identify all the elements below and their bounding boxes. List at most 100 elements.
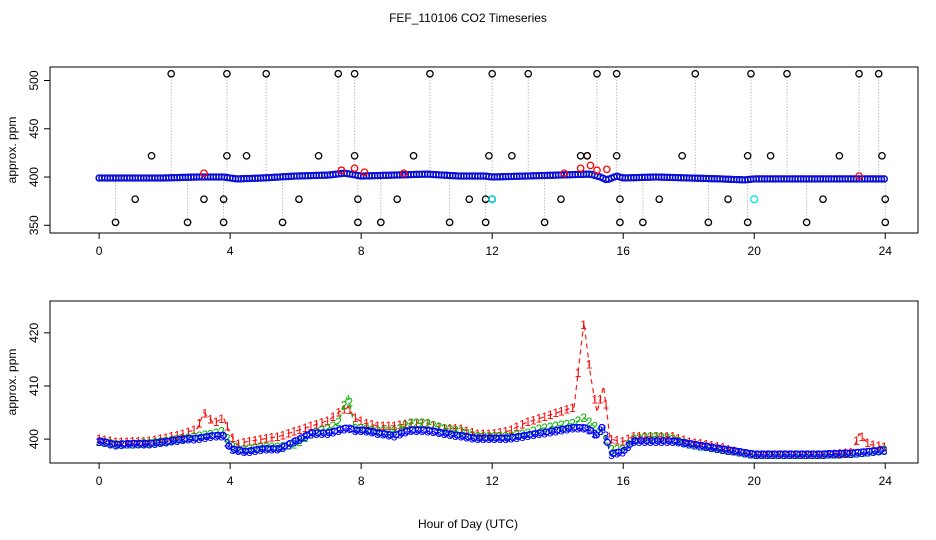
baseline-marker-blue	[880, 175, 888, 183]
series-2-marker: 2	[552, 419, 559, 433]
series-3-marker: 3	[140, 437, 147, 451]
series-3-marker: 3	[447, 428, 454, 442]
series-1-marker: 1	[313, 417, 320, 431]
series-3-line	[98, 424, 886, 456]
series-3-marker: 3	[185, 433, 192, 447]
series-1-marker: 1	[268, 431, 275, 445]
series-1-marker: 1	[591, 393, 598, 407]
series-1-marker: 1	[380, 419, 387, 433]
series-3-marker: 3	[441, 427, 448, 441]
outlier-low-point	[802, 218, 811, 227]
series-3-marker: 3	[680, 437, 687, 451]
series-1-marker: 1	[770, 448, 777, 462]
series-3-marker: 3	[268, 443, 275, 457]
series-2-marker: 2	[491, 429, 498, 443]
series-1-marker: 1	[391, 419, 398, 433]
series-1-marker: 1	[725, 442, 732, 456]
series-2-marker: 2	[770, 448, 777, 462]
chart-title: FEF_110106 CO2 Timeseries	[389, 11, 547, 25]
series-2-marker: 2	[391, 424, 398, 438]
series-1-marker: 1	[263, 432, 270, 446]
mid-outlier-point	[557, 195, 565, 204]
series-3-marker: 3	[151, 437, 158, 451]
outlier-high-point	[524, 69, 533, 78]
series-2-marker: 2	[313, 425, 320, 439]
series-3-marker: 3	[157, 436, 164, 450]
series-3-marker: 3	[335, 424, 342, 438]
series-3-marker: 3	[435, 426, 442, 440]
series-2-marker: 2	[402, 419, 409, 433]
outlier-low-point	[481, 218, 490, 227]
mid-outlier-point	[131, 195, 140, 204]
series-3-marker: 3	[341, 423, 348, 437]
series-2-marker: 2	[575, 414, 582, 428]
top-x-tick-label: 8	[358, 244, 365, 258]
series-2-marker: 2	[263, 440, 270, 454]
mid-outlier-point	[743, 151, 752, 160]
series-2-marker: 2	[647, 430, 654, 444]
mid-outlier-point	[485, 151, 493, 160]
series-3-marker: 3	[697, 439, 704, 453]
series-1-marker: 1	[669, 430, 676, 444]
series-1-marker: 1	[603, 398, 610, 412]
series-3-marker: 3	[430, 425, 437, 439]
series-3-marker: 3	[636, 435, 643, 449]
mid-outlier-point	[724, 195, 732, 204]
series-3-marker: 3	[859, 446, 866, 460]
series-1-marker: 1	[714, 439, 721, 453]
outlier-high-point	[223, 69, 231, 78]
series-3-marker: 3	[174, 434, 181, 448]
series-1-marker: 1	[558, 404, 565, 418]
series-3-marker: 3	[235, 444, 242, 458]
series-1-marker: 1	[608, 432, 615, 446]
series-2-marker: 2	[441, 422, 448, 436]
series-2-marker: 2	[731, 445, 738, 459]
series-3-marker: 3	[229, 443, 236, 457]
series-3-marker: 3	[641, 435, 648, 449]
series-3-marker: 3	[764, 448, 771, 462]
series-1-marker: 1	[647, 429, 654, 443]
red-point	[576, 164, 585, 173]
series-1-marker: 1	[346, 403, 353, 417]
outlier-low-point	[278, 218, 287, 227]
bot-x-tick-label: 20	[748, 474, 762, 488]
series-2-marker: 2	[675, 434, 682, 448]
series-3-marker: 3	[792, 448, 799, 462]
red-point	[602, 165, 611, 174]
series-3-marker: 3	[463, 431, 470, 445]
series-3-marker: 3	[820, 448, 827, 462]
series-1-marker: 1	[552, 406, 559, 420]
series-2-marker: 2	[280, 439, 287, 453]
series-2-marker: 2	[697, 439, 704, 453]
series-1-marker: 1	[547, 408, 554, 422]
series-1-marker: 1	[625, 432, 632, 446]
series-2-marker: 2	[307, 428, 314, 442]
baseline-marker-blue	[877, 175, 886, 183]
outlier-low-point	[183, 218, 192, 227]
series-2-marker: 2	[291, 438, 298, 452]
mid-outlier-point	[223, 151, 231, 160]
mid-outlier-point	[819, 195, 827, 204]
series-3-marker: 3	[263, 443, 270, 457]
series-3-marker: 3	[491, 432, 498, 446]
series-1-marker: 1	[614, 433, 621, 447]
series-1-marker: 1	[664, 429, 671, 443]
series-3-circle	[598, 423, 606, 432]
series-3-circle	[292, 437, 300, 445]
series-2-marker: 2	[486, 429, 493, 443]
series-3-marker: 3	[257, 443, 264, 457]
series-2-marker: 2	[335, 415, 342, 429]
series-2-marker: 2	[608, 443, 615, 457]
red-point	[560, 169, 569, 178]
series-1-marker: 1	[480, 427, 487, 441]
series-3-marker: 3	[714, 442, 721, 456]
series-1-marker: 1	[502, 425, 509, 439]
series-3-marker: 3	[758, 448, 765, 462]
series-1-marker: 1	[463, 424, 470, 438]
series-3-marker: 3	[285, 438, 292, 452]
series-3-marker: 3	[692, 438, 699, 452]
mid-outlier-point	[409, 151, 418, 160]
series-2-marker: 2	[241, 443, 248, 457]
mid-outlier-point	[612, 151, 621, 160]
series-2-marker: 2	[814, 448, 821, 462]
